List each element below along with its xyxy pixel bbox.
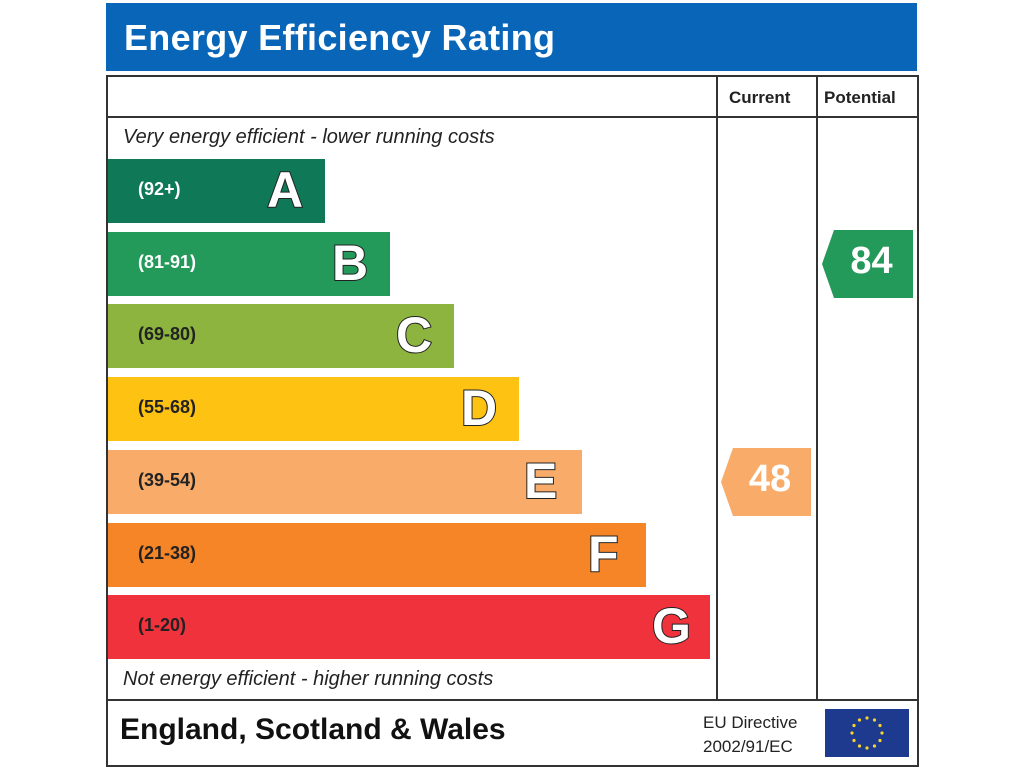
page-title: Energy Efficiency Rating [124,17,556,58]
eu-star-icon [857,718,862,722]
current-rating-arrow-value: 48 [748,457,792,500]
band-letter: A [266,161,304,219]
eu-star-icon [865,716,869,720]
band-b: (81-91) B [108,231,390,296]
rating-frame [106,75,919,767]
eu-star-icon [878,723,882,728]
band-range-label: (21-38) [138,542,197,563]
band-range-label: (1-20) [138,615,187,636]
divider-header [106,116,917,118]
potential-rating-arrow-shape [822,229,913,298]
band-d: (55-68) D [108,377,519,442]
eu-star-icon [872,744,877,748]
band-range-label: (69-80) [138,324,197,345]
eu-star-icon [852,738,856,743]
divider-current [716,75,718,700]
eu-flag-icon [825,709,909,757]
band-e: (39-54) E [108,449,582,514]
eu-directive-line2: 2002/91/EC [703,737,793,756]
band-letter: B [331,234,369,292]
band-letter: G [651,597,692,655]
band-range-label: (92+) [138,179,181,199]
eu-star-icon [878,738,882,743]
eu-directive: EU Directive 2002/91/EC [703,711,797,759]
current-rating-arrow: 48 [721,447,811,516]
potential-rating-arrow-value: 84 [850,239,893,282]
eu-star-icon [872,718,877,722]
caption-bottom: Not energy efficient - higher running co… [123,668,494,690]
band-a: (92+) A [108,159,325,223]
column-potential: Potential [824,88,896,107]
band-c: (69-80) C [108,304,454,369]
band-letter: D [460,379,498,437]
current-rating-arrow-shape [721,447,811,516]
region-label: England, Scotland & Wales [120,713,506,746]
band-letter: C [395,306,433,364]
band-range-label: (81-91) [138,251,197,272]
potential-rating-arrow: 84 [822,229,913,298]
eu-star-icon [865,746,869,750]
eu-star-icon [880,731,884,735]
divider-footer [106,699,917,701]
divider-potential [816,75,818,700]
band-letter: F [587,525,620,583]
band-f: (21-38) F [108,522,646,587]
column-current: Current [729,88,791,107]
eu-star-icon [857,744,862,748]
eu-star-icon [852,723,856,728]
band-letter: E [523,452,558,510]
band-g: (1-20) G [108,595,710,660]
caption-top: Very energy efficient - lower running co… [123,126,495,148]
band-range-label: (55-68) [138,397,197,418]
eu-directive-line1: EU Directive [703,713,798,732]
eu-star-icon [850,731,854,735]
header-bar: Energy Efficiency Rating [106,3,917,71]
band-range-label: (39-54) [138,469,197,490]
